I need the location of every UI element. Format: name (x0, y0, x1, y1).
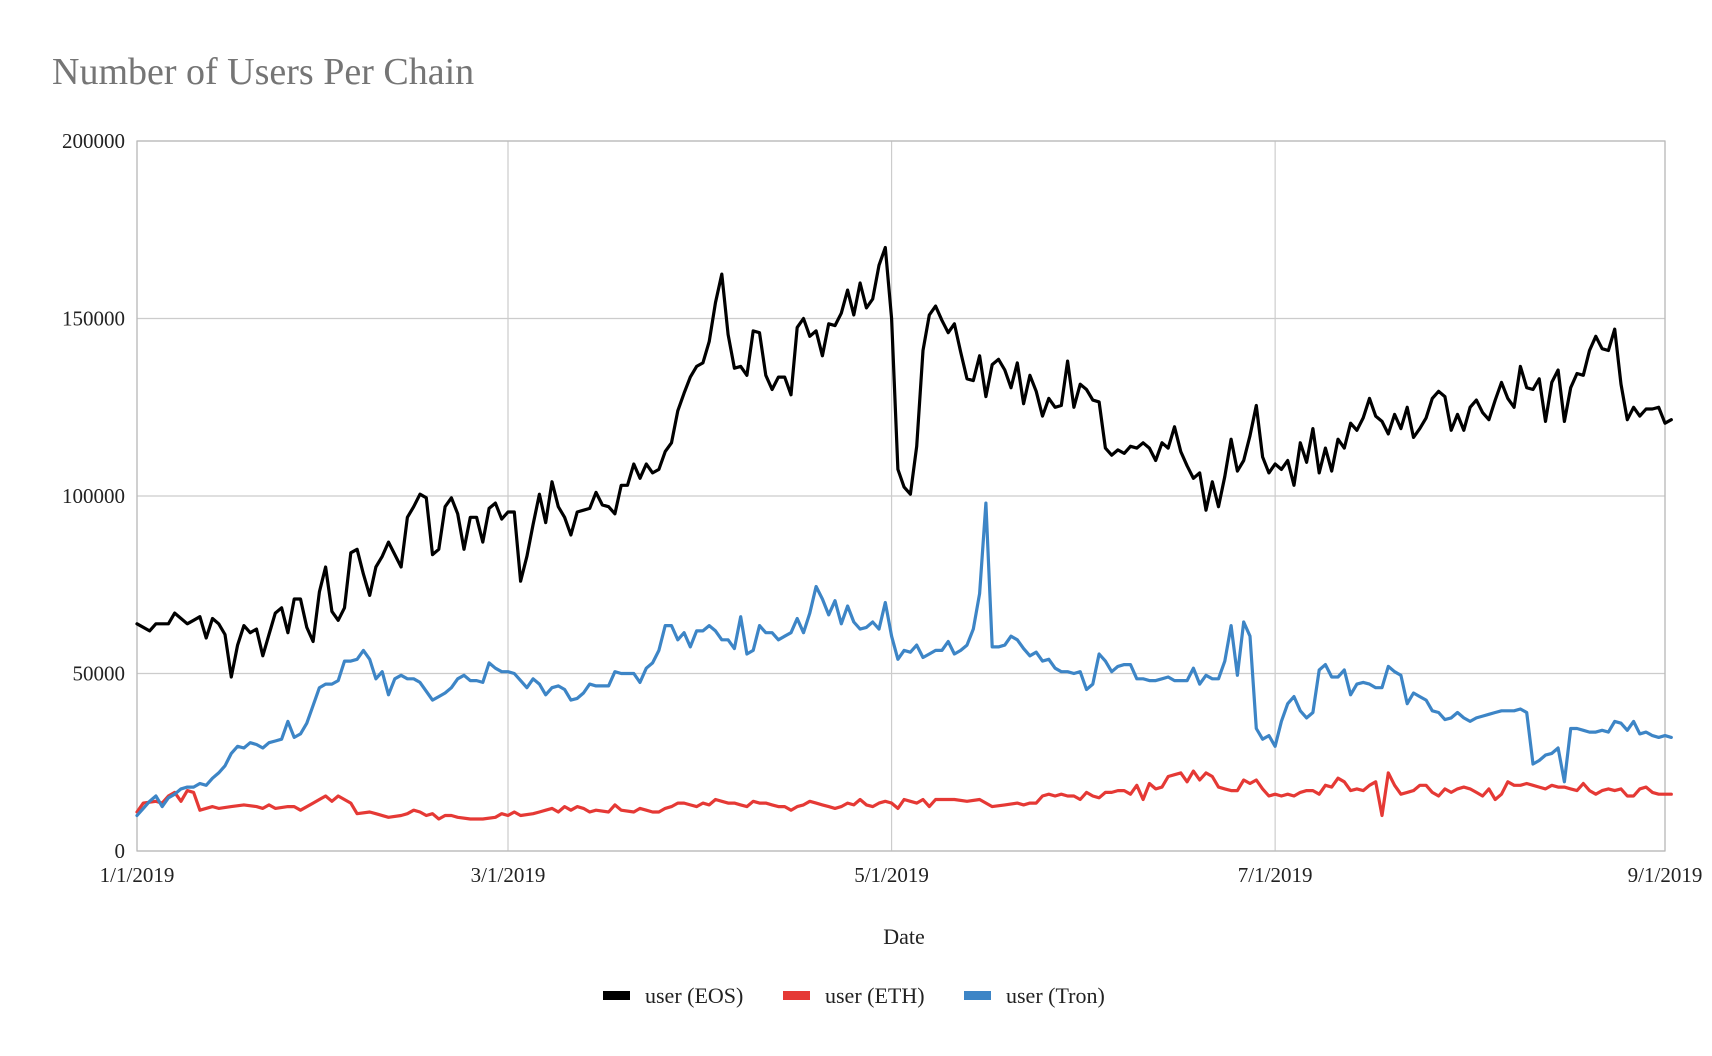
x-tick-label: 5/1/2019 (854, 863, 929, 887)
x-tick-label: 9/1/2019 (1628, 863, 1703, 887)
legend-swatch (603, 991, 630, 1000)
y-tick-label: 100000 (62, 484, 125, 508)
y-tick-label: 0 (115, 839, 126, 863)
legend-label: user (ETH) (825, 983, 925, 1008)
x-tick-label: 1/1/2019 (100, 863, 175, 887)
legend-item: user (ETH) (783, 983, 925, 1008)
legend: user (EOS) user (ETH) user (Tron) (603, 983, 1105, 1008)
y-tick-label: 50000 (73, 662, 126, 686)
legend-item: user (EOS) (603, 983, 743, 1008)
legend-swatch (783, 991, 810, 1000)
series-line-user-tron (135, 501, 1673, 818)
series-lines (135, 245, 1673, 821)
legend-label: user (EOS) (645, 983, 743, 1008)
plot-area-border (136, 140, 1666, 852)
y-tick-label: 200000 (62, 129, 125, 153)
series-line-user-eos (135, 245, 1673, 679)
chart-title: Number of Users Per Chain (52, 51, 474, 93)
series-line-user-eth (135, 769, 1673, 821)
x-tick-label: 3/1/2019 (471, 863, 546, 887)
legend-swatch (964, 991, 991, 1000)
y-axis-tick-labels: 0 50000 100000 150000 200000 (62, 129, 125, 863)
x-axis-tick-labels: 1/1/2019 3/1/2019 5/1/2019 7/1/2019 9/1/2019 (100, 863, 1703, 887)
legend-item: user (Tron) (964, 983, 1105, 1008)
y-tick-label: 150000 (62, 307, 125, 331)
x-tick-label: 7/1/2019 (1238, 863, 1313, 887)
x-axis-title: Date (883, 924, 925, 949)
legend-label: user (Tron) (1006, 983, 1105, 1008)
